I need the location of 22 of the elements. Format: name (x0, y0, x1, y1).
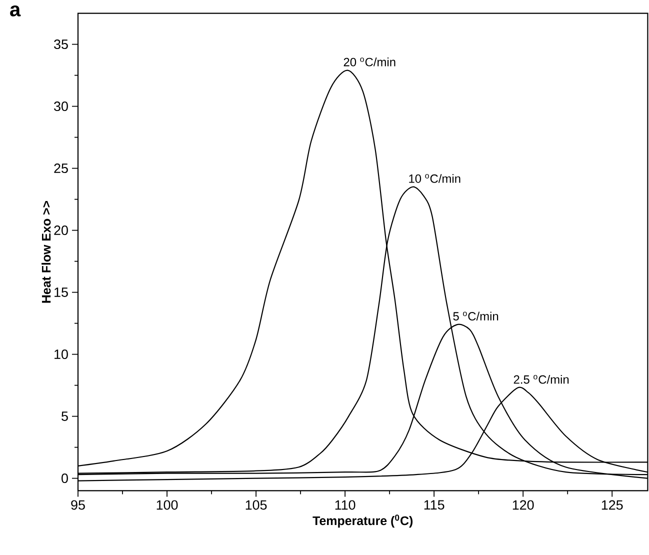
y-tick-label: 10 (54, 350, 68, 360)
x-tick-label: 125 (602, 500, 623, 510)
x-tick-label: 110 (335, 500, 356, 510)
y-tick-label: 30 (54, 102, 68, 112)
x-tick-label: 100 (156, 500, 178, 510)
y-axis-title: Heat Flow Exo >> (42, 200, 51, 303)
y-tick-label: 0 (62, 474, 68, 484)
text: a (10, 6, 21, 16)
y-tick-label: 5 (62, 412, 68, 421)
series-label: 20 $^{o}$C/min (344, 58, 396, 66)
series-label: 5 $^{o}$C/min (453, 312, 498, 321)
x-tick-label: 120 (512, 500, 534, 510)
y-tick-label: 15 (54, 288, 68, 297)
x-tick-label: 105 (246, 500, 267, 510)
x-axis-title: Temperature ($^{0}$C) (312, 514, 413, 528)
series-label: 2.5 $^{o}$C/min (514, 374, 569, 384)
x-tick-label: 115 (424, 500, 444, 510)
series-label: 10 $^{o}$C/min (409, 174, 460, 183)
y-tick-label: 20 (54, 226, 68, 236)
y-tick-label: 35 (54, 40, 68, 50)
y-tick-label: 25 (54, 164, 68, 174)
x-tick-label: 95 (71, 500, 85, 510)
